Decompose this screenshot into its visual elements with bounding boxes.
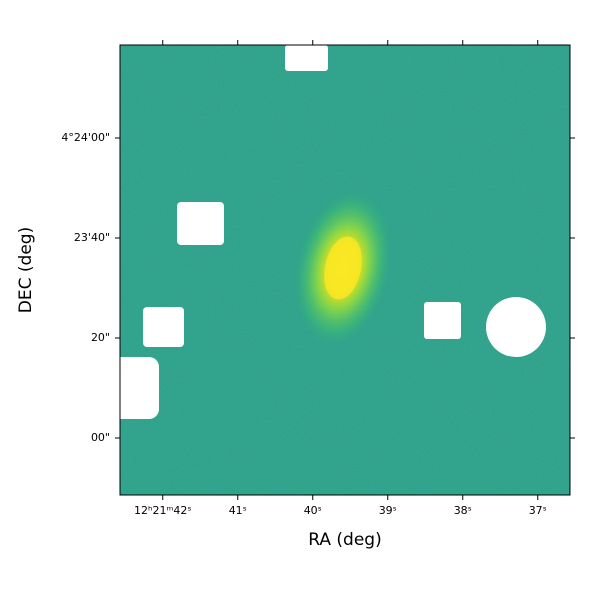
x-tick-label: 40ˢ <box>304 504 322 517</box>
y-tick-label: 23'40" <box>74 231 110 244</box>
x-tick-label: 41ˢ <box>229 504 247 517</box>
y-axis-label: DEC (deg) <box>16 227 36 313</box>
x-axis-label: RA (deg) <box>308 530 381 550</box>
x-tick-label: 37ˢ <box>529 504 547 517</box>
x-tick-label: 12ʰ21ᵐ42ˢ <box>134 504 191 517</box>
x-tick-label: 38ˢ <box>454 504 472 517</box>
x-tick-label: 39ˢ <box>379 504 397 517</box>
y-tick-label: 4°24'00" <box>61 131 110 144</box>
y-tick-label: 20" <box>91 331 110 344</box>
y-tick-label: 00" <box>91 431 110 444</box>
image <box>110 44 571 496</box>
